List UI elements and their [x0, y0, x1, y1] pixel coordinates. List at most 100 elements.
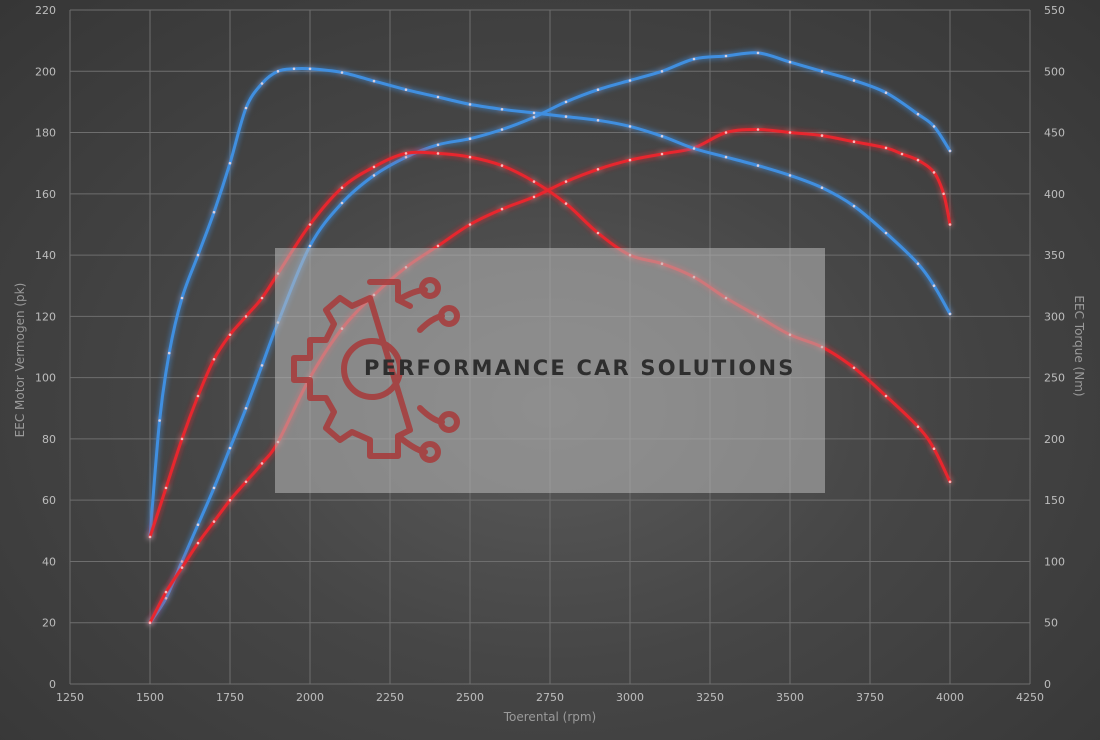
data-point — [948, 312, 952, 316]
data-point — [564, 180, 568, 183]
x-tick-label: 3500 — [776, 691, 804, 704]
y-left-tick-label: 200 — [35, 65, 56, 78]
y-left-tick-label: 100 — [35, 372, 56, 385]
x-axis-title: Toerental (rpm) — [503, 710, 596, 724]
x-axis-ticks: 1250 1500 1750 2000 2250 2500 2750 3000 3250 3500… — [56, 691, 1044, 704]
y-right-tick-label: 250 — [1044, 372, 1065, 385]
data-point — [724, 54, 728, 58]
data-point — [244, 407, 248, 410]
data-point — [788, 60, 792, 64]
data-point — [852, 204, 856, 208]
data-point — [340, 186, 344, 189]
data-point — [884, 231, 888, 235]
x-tick-label: 4250 — [1016, 691, 1044, 704]
data-point — [852, 140, 856, 143]
data-point — [196, 541, 200, 545]
gear-circuit-icon — [291, 277, 460, 463]
data-point — [884, 394, 888, 398]
data-point — [500, 207, 504, 211]
data-point — [564, 100, 568, 104]
data-point — [148, 621, 152, 624]
data-point — [212, 358, 216, 361]
data-point — [436, 143, 440, 147]
data-point — [916, 112, 920, 116]
data-point — [468, 137, 472, 140]
data-point — [628, 125, 632, 128]
data-point — [884, 91, 888, 94]
x-tick-label: 1500 — [136, 691, 164, 704]
y-left-tick-label: 120 — [35, 310, 56, 323]
data-point — [596, 168, 600, 171]
data-point — [228, 161, 232, 165]
watermark: PERFORMANCE CAR SOLUTIONS — [275, 248, 825, 493]
data-point — [820, 134, 824, 137]
data-point — [212, 520, 216, 523]
data-point — [228, 446, 232, 450]
data-point — [820, 186, 824, 189]
data-point — [228, 498, 232, 502]
y-left-tick-label: 40 — [42, 555, 56, 568]
data-point — [308, 67, 312, 71]
data-point — [308, 244, 312, 248]
data-point — [340, 71, 344, 74]
data-point — [212, 486, 216, 490]
data-point — [916, 158, 920, 162]
y-right-tick-label: 450 — [1044, 127, 1065, 140]
data-point — [148, 535, 152, 539]
data-point — [532, 115, 536, 119]
y-right-tick-label: 0 — [1044, 678, 1051, 691]
data-point — [532, 180, 536, 183]
data-point — [932, 125, 936, 128]
y-right-tick-label: 200 — [1044, 433, 1065, 446]
y-left-tick-label: 0 — [49, 678, 56, 691]
data-point — [228, 333, 232, 337]
data-point — [900, 152, 904, 156]
data-point — [948, 480, 952, 484]
y-left-tick-label: 80 — [42, 433, 56, 446]
data-point — [158, 419, 161, 422]
data-point — [212, 210, 216, 214]
y-right-tick-label: 500 — [1044, 65, 1065, 78]
data-point — [372, 165, 376, 169]
data-point — [164, 486, 168, 490]
y-left-tick-label: 220 — [35, 4, 56, 17]
data-point — [756, 51, 760, 55]
data-point — [244, 315, 248, 318]
x-tick-label: 3750 — [856, 691, 884, 704]
y-right-axis-title: EEC Torque (Nm) — [1072, 295, 1086, 396]
data-point — [196, 253, 200, 257]
data-point — [500, 164, 504, 167]
data-point — [852, 79, 856, 82]
x-tick-label: 2250 — [376, 691, 404, 704]
data-point — [260, 296, 264, 300]
x-tick-label: 2000 — [296, 691, 324, 704]
data-point — [532, 195, 536, 199]
x-tick-label: 3000 — [616, 691, 644, 704]
data-point — [436, 152, 440, 155]
data-point — [468, 223, 472, 226]
y-right-tick-label: 300 — [1044, 310, 1065, 323]
y-left-tick-label: 20 — [42, 617, 56, 630]
y-right-tick-label: 400 — [1044, 188, 1065, 201]
data-point — [167, 351, 171, 355]
y-right-tick-label: 100 — [1044, 555, 1065, 568]
data-point — [404, 155, 408, 159]
data-point — [596, 88, 600, 91]
data-point — [564, 115, 568, 118]
data-point — [660, 134, 664, 138]
y-left-axis-title: EEC Motor Vermogen (pk) — [13, 283, 27, 438]
y-right-axis-ticks: 0 50 100 150 200 250 300 350 400 450 500 550 — [1044, 4, 1065, 691]
data-point — [308, 223, 312, 226]
data-point — [788, 131, 792, 134]
y-left-tick-label: 180 — [35, 127, 56, 140]
data-point — [260, 364, 264, 367]
data-point — [260, 82, 264, 85]
data-point — [932, 171, 936, 174]
y-left-tick-label: 160 — [35, 188, 56, 201]
data-point — [340, 201, 344, 205]
y-right-tick-label: 150 — [1044, 494, 1065, 507]
y-right-tick-label: 350 — [1044, 249, 1065, 262]
data-point — [660, 152, 664, 156]
data-point — [436, 95, 440, 99]
data-point — [500, 128, 504, 131]
